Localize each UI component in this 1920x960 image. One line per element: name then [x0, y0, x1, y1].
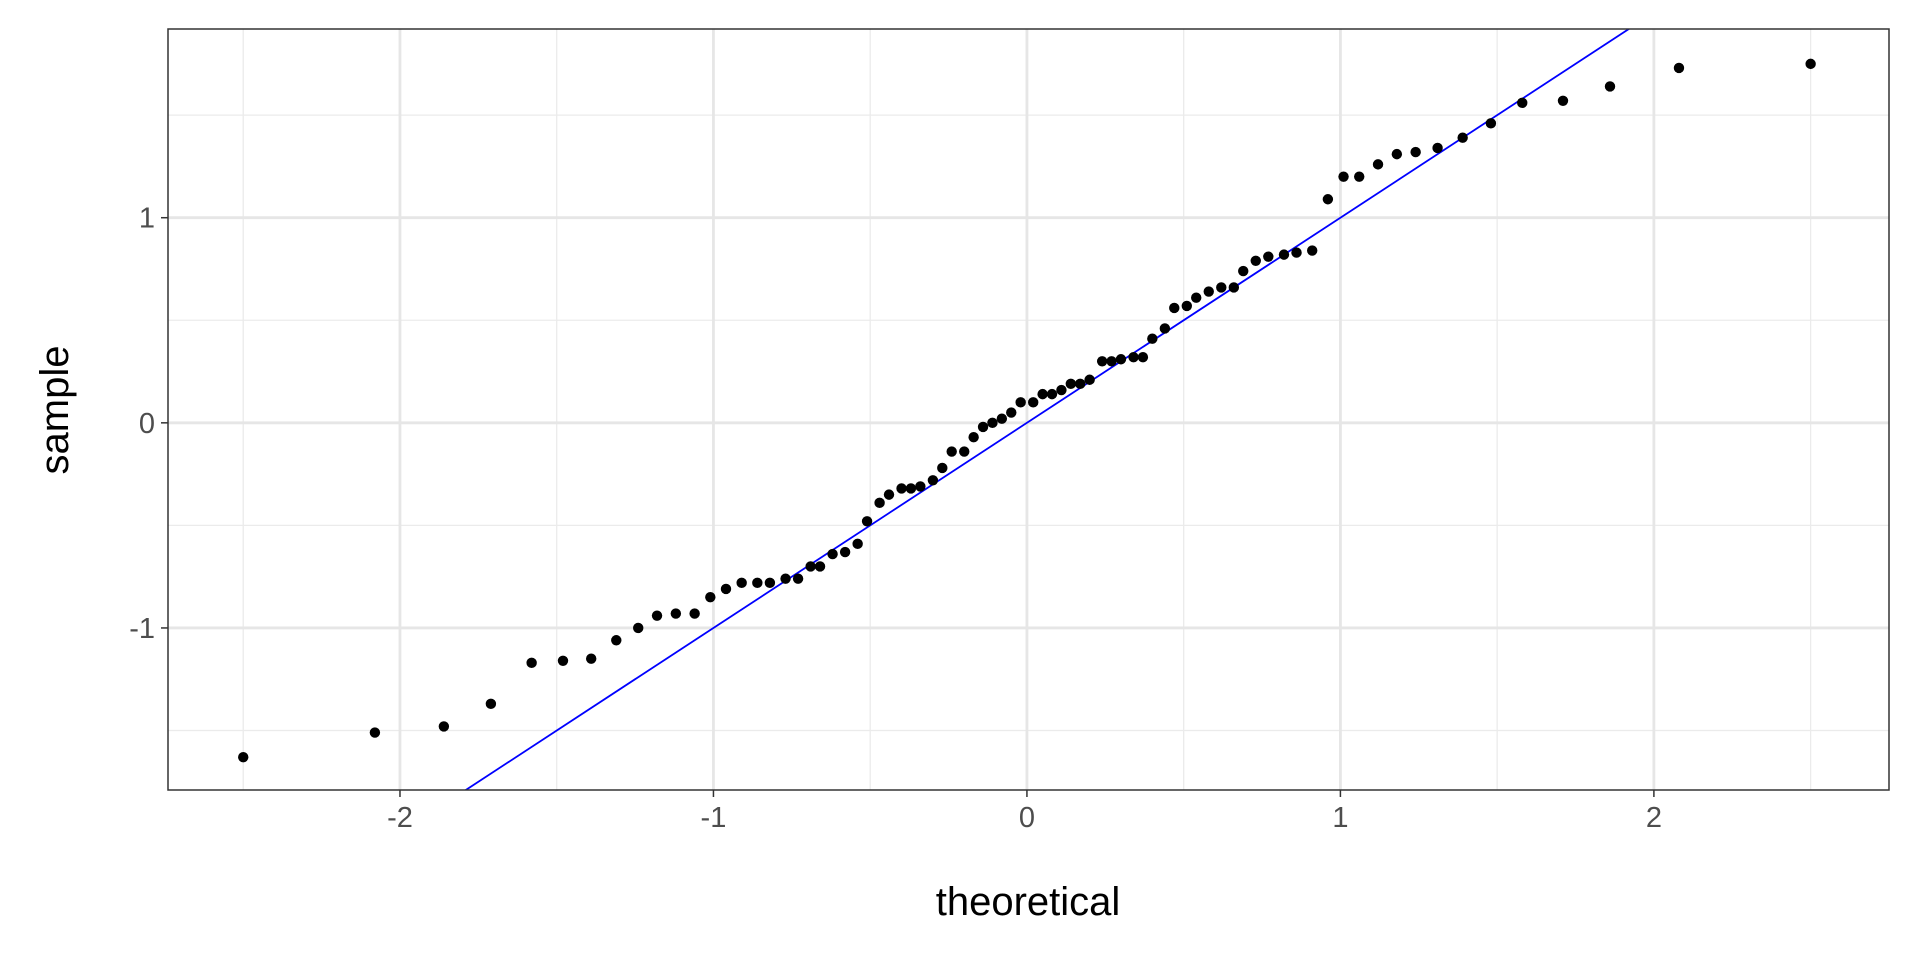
data-point — [651, 610, 663, 621]
data-point — [557, 655, 569, 666]
data-point — [1147, 333, 1158, 344]
data-point — [1372, 159, 1384, 170]
y-tick-label: 1 — [139, 203, 155, 235]
data-point — [1056, 384, 1067, 396]
data-point — [1084, 374, 1095, 385]
data-point — [1410, 146, 1421, 158]
data-point — [839, 546, 851, 558]
data-point — [1015, 397, 1026, 408]
y-axis-ticks: -1 0 1 — [129, 203, 168, 645]
data-point — [1517, 97, 1528, 109]
data-point — [1250, 255, 1261, 266]
data-point — [1485, 118, 1497, 129]
data-point — [670, 608, 682, 619]
data-point — [1065, 378, 1077, 390]
data-point — [1391, 148, 1403, 160]
plot-panel-background — [168, 29, 1889, 790]
x-axis-ticks: -2 -1 0 1 2 — [387, 790, 1662, 834]
data-point — [689, 608, 700, 619]
data-point — [438, 721, 450, 732]
data-point — [915, 481, 926, 492]
data-point — [827, 548, 838, 560]
data-point — [1338, 171, 1349, 182]
data-point — [1228, 282, 1240, 293]
data-point — [780, 573, 791, 584]
data-point — [805, 561, 816, 572]
data-point — [987, 417, 998, 429]
data-point — [1557, 95, 1569, 106]
data-point — [1263, 251, 1274, 262]
data-point — [937, 462, 948, 474]
data-point — [720, 583, 732, 595]
data-point — [1115, 354, 1127, 365]
data-point — [1137, 351, 1149, 363]
plot-panel-border — [167, 28, 1890, 791]
x-tick-label: 2 — [1646, 802, 1662, 834]
data-point — [1354, 171, 1365, 182]
data-point — [1191, 292, 1202, 303]
data-point — [1028, 397, 1039, 408]
data-point — [861, 516, 873, 527]
data-point — [905, 483, 917, 494]
data-point — [874, 497, 885, 509]
data-point — [1006, 407, 1017, 418]
data-point — [814, 561, 826, 572]
data-point — [585, 653, 597, 664]
data-point — [1306, 245, 1318, 256]
data-point — [1037, 388, 1048, 400]
data-point — [1216, 282, 1227, 293]
data-point — [1805, 58, 1816, 70]
y-tick-label: 0 — [139, 408, 155, 440]
data-point — [752, 577, 763, 589]
data-point — [1075, 378, 1086, 390]
y-axis-title: sample — [33, 346, 77, 475]
data-point — [996, 413, 1008, 424]
data-point — [959, 446, 970, 457]
data-point — [1169, 302, 1180, 314]
data-point — [1106, 356, 1117, 367]
data-point — [633, 622, 644, 634]
data-point — [611, 635, 622, 646]
x-tick-label: -1 — [701, 802, 727, 834]
data-point — [1432, 142, 1443, 154]
data-point — [485, 698, 497, 710]
data-point — [1457, 132, 1468, 143]
y-tick-label: -1 — [129, 613, 155, 645]
data-point — [1128, 351, 1139, 363]
data-point — [1096, 356, 1108, 367]
data-points — [238, 58, 1816, 763]
data-point — [1046, 388, 1058, 400]
data-point — [1291, 247, 1302, 258]
data-point — [1203, 286, 1214, 297]
x-axis-title: theoretical — [936, 880, 1121, 924]
data-point — [736, 577, 747, 589]
data-point — [792, 573, 804, 584]
minor-grid — [168, 29, 1889, 790]
data-point — [369, 727, 381, 738]
data-point — [705, 591, 716, 603]
data-point — [968, 431, 979, 443]
data-point — [1238, 265, 1249, 277]
data-point — [927, 475, 939, 486]
data-point — [896, 483, 907, 494]
data-point — [977, 421, 989, 433]
data-point — [1159, 323, 1171, 334]
data-point — [946, 446, 957, 457]
data-point — [526, 657, 537, 669]
x-tick-label: 1 — [1332, 802, 1348, 834]
x-tick-label: -2 — [387, 802, 413, 834]
data-point — [764, 577, 776, 589]
data-point — [1278, 249, 1290, 260]
data-point — [238, 751, 249, 763]
data-point — [1181, 300, 1193, 312]
reference-line — [464, 29, 1631, 790]
data-point — [1322, 194, 1334, 205]
data-point — [1673, 62, 1685, 74]
x-tick-label: 0 — [1019, 802, 1035, 834]
data-point — [883, 489, 895, 500]
data-point — [1604, 81, 1616, 92]
data-point — [852, 538, 863, 550]
